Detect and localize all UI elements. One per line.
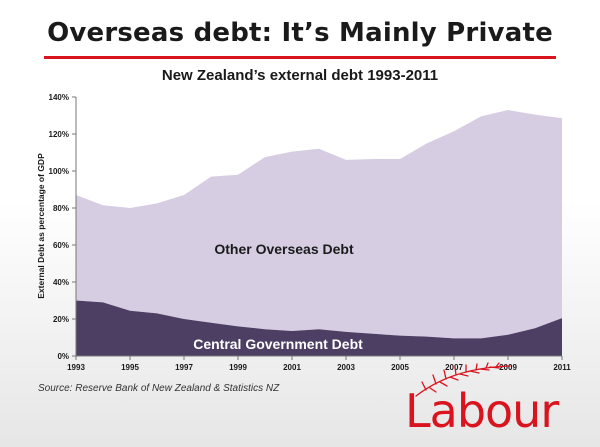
labour-fern-logo-icon: [415, 362, 511, 397]
x-tick-label: 2003: [337, 363, 355, 372]
series-label-central-government-debt: Central Government Debt: [193, 336, 363, 352]
x-tick-label: 2001: [283, 363, 301, 372]
x-tick-label: 2007: [445, 363, 463, 372]
y-tick-label: 20%: [53, 315, 69, 324]
y-tick-label: 60%: [53, 241, 69, 250]
y-tick-label: 140%: [49, 93, 69, 102]
x-tick-label: 1993: [67, 363, 85, 372]
x-tick-label: 2009: [499, 363, 517, 372]
debt-area-chart: 0%20%40%60%80%100%120%140% 1993 1995 1997 1…: [36, 93, 571, 372]
x-tick-label: 1997: [175, 363, 193, 372]
x-axis-ticks: 1993 1995 1997 1999 2001 2003 2005 2007 2009 2011: [67, 356, 571, 372]
chart-title: New Zealand’s external debt 1993-2011: [161, 67, 439, 84]
series-label-other-overseas-debt: Other Overseas Debt: [214, 241, 354, 257]
labour-logo-text: Labour: [405, 384, 559, 438]
y-tick-label: 0%: [57, 352, 69, 361]
y-tick-label: 100%: [49, 167, 69, 176]
source-note: Source: Reserve Bank of New Zealand & St…: [38, 383, 280, 394]
area-central-government-debt: [76, 300, 562, 356]
title-rule: [44, 56, 556, 59]
x-tick-label: 1999: [229, 363, 247, 372]
x-tick-label: 2011: [553, 363, 571, 372]
y-tick-label: 40%: [53, 278, 69, 287]
slide-title: Overseas debt: It’s Mainly Private: [47, 18, 553, 48]
y-axis-ticks: 0% 20% 40% 60% 80% 100% 120% 140%: [49, 93, 76, 361]
x-tick-label: 2005: [391, 363, 409, 372]
x-tick-label: 1995: [121, 363, 139, 372]
area-other-overseas-debt: [76, 110, 562, 339]
y-tick-label: 80%: [53, 204, 69, 213]
y-axis-label: External Debt as percentage of GDP: [36, 153, 46, 299]
y-tick-label: 120%: [49, 130, 69, 139]
